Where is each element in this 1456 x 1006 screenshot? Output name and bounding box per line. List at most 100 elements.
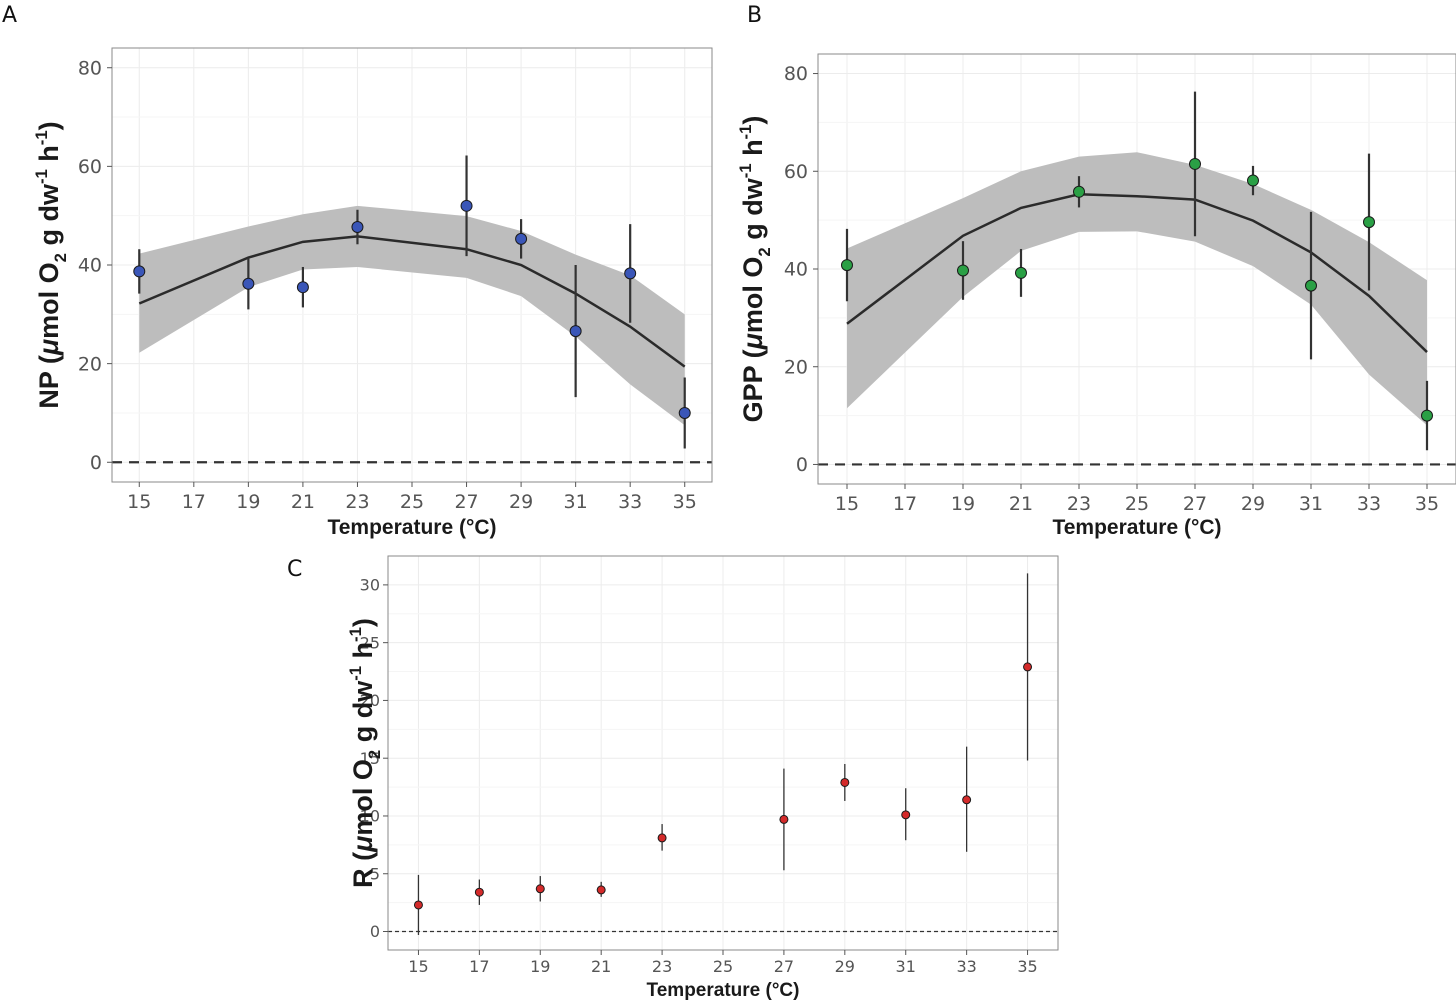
y-tick-label: 5: [370, 864, 380, 883]
data-point: [901, 810, 911, 820]
data-point: [460, 199, 473, 212]
x-tick-label: 15: [408, 957, 428, 976]
x-tick-label: 27: [774, 957, 794, 976]
x-axis-title: Temperature (°C): [647, 980, 800, 1001]
data-point: [515, 232, 528, 245]
y-axis-title: GPP (μmol O2 g dw-1 h-1): [736, 116, 774, 423]
panel-label-a: A: [2, 3, 17, 28]
y-axis-title-part: g dw: [34, 183, 64, 253]
data-point: [133, 265, 146, 278]
y-tick-label: 20: [784, 356, 808, 378]
x-tick-label: 23: [345, 491, 369, 513]
y-axis-title-part: mol O: [348, 759, 378, 836]
x-tick-label: 29: [509, 491, 533, 513]
data-point: [535, 884, 545, 894]
x-tick-label: 35: [673, 491, 697, 513]
data-point: [1363, 216, 1375, 229]
x-tick-label: 21: [291, 491, 315, 513]
y-axis-title: NP (μmol O2 g dw-1 h-1): [32, 121, 70, 408]
panel-label-c: C: [287, 557, 302, 582]
y-axis-title-part: 2: [51, 253, 70, 262]
y-tick-label: 0: [370, 922, 380, 941]
data-point: [1015, 266, 1027, 279]
confidence-ribbon: [139, 205, 685, 426]
x-tick-label: 19: [530, 957, 550, 976]
y-tick-label: 0: [796, 454, 808, 476]
y-axis-title-part: -1: [346, 627, 365, 642]
y-tick-label: 40: [784, 259, 808, 281]
data-point: [296, 281, 309, 294]
data-point: [657, 833, 667, 843]
y-axis-title-part: h: [738, 139, 768, 163]
x-tick-label: 27: [454, 491, 478, 513]
panel-c-r-chart: C 15 17 19 21 23 25 27 29 31 33 35 0 5 10 15 20 25 30 Temp…: [287, 555, 1059, 1001]
y-axis-title-part: 2: [755, 247, 774, 256]
y-tick-label: 80: [78, 57, 102, 79]
y-axis-title-part: ): [738, 116, 768, 125]
y-axis-title-part: -1: [736, 125, 755, 140]
y-axis-title-part: mol O: [738, 257, 768, 334]
y-axis-title-part: μ: [34, 339, 64, 356]
data-point: [569, 325, 582, 338]
x-tick-label: 17: [182, 491, 206, 513]
x-tick-label: 35: [1415, 493, 1439, 515]
data-point: [474, 887, 484, 897]
panel-label-b: B: [747, 3, 762, 28]
data-point: [962, 795, 972, 805]
y-tick-label: 60: [78, 156, 102, 178]
data-point: [242, 277, 255, 290]
data-point: [841, 259, 853, 272]
y-tick-label: 30: [360, 575, 380, 594]
data-point: [624, 267, 637, 280]
y-axis-title-part: 2: [365, 750, 384, 759]
x-tick-label: 21: [591, 957, 611, 976]
y-axis-title-part: g dw: [738, 177, 768, 247]
y-tick-label: 20: [360, 691, 380, 710]
x-tick-label: 27: [1183, 493, 1207, 515]
y-tick-label: 15: [360, 749, 380, 768]
x-tick-label: 17: [469, 957, 489, 976]
y-axis-title: R (μmol O2 g dw-1 h-1): [346, 618, 384, 888]
y-tick-label: 80: [784, 63, 808, 85]
x-tick-label: 33: [956, 957, 976, 976]
x-tick-label: 35: [1017, 957, 1037, 976]
y-axis-title-part: g dw: [348, 680, 378, 750]
x-tick-label: 33: [618, 491, 642, 513]
y-axis-title-part: -1: [736, 163, 755, 178]
data-point: [596, 885, 606, 895]
y-axis-title-part: GPP (: [738, 349, 768, 422]
data-point: [1073, 185, 1085, 198]
data-point: [1305, 279, 1317, 292]
panel-b-gpp-chart: B 15 17 19 21 23 25 27 29 31 33 35 0 20 40 60 80 Tempera…: [736, 3, 1456, 539]
y-tick-label: 60: [784, 161, 808, 183]
data-point: [1247, 174, 1259, 187]
x-tick-label: 21: [1009, 493, 1033, 515]
x-tick-label: 33: [1357, 493, 1381, 515]
y-tick-label: 0: [90, 452, 102, 474]
y-axis-title-part: h: [348, 642, 378, 666]
x-tick-label: 25: [400, 491, 424, 513]
y-axis-title-part: -1: [32, 130, 51, 145]
fitted-curve: [846, 192, 1428, 353]
data-point: [351, 221, 364, 234]
x-axis-title: Temperature (°C): [327, 516, 496, 539]
y-tick-label: 25: [360, 633, 380, 652]
y-tick-label: 10: [360, 807, 380, 826]
data-point: [678, 406, 691, 419]
data-point: [413, 900, 423, 910]
y-tick-label: 20: [78, 353, 102, 375]
data-point: [1189, 157, 1201, 170]
data-point: [1421, 409, 1433, 422]
panel-a-np-chart: A 15 17 19 21 23 25 27 29 31 33 35 0 20 40 60 80 Tempera…: [2, 3, 713, 539]
data-point: [840, 777, 850, 787]
x-tick-label: 17: [893, 493, 917, 515]
x-tick-label: 31: [564, 491, 588, 513]
x-axis-title: Temperature (°C): [1052, 516, 1221, 539]
y-axis-title-part: NP (: [34, 355, 64, 409]
x-tick-label: 23: [1067, 493, 1091, 515]
y-axis-title-part: μ: [738, 333, 768, 350]
data-point: [957, 264, 969, 277]
x-tick-label: 29: [835, 957, 855, 976]
x-tick-label: 31: [1299, 493, 1323, 515]
x-tick-label: 23: [652, 957, 672, 976]
